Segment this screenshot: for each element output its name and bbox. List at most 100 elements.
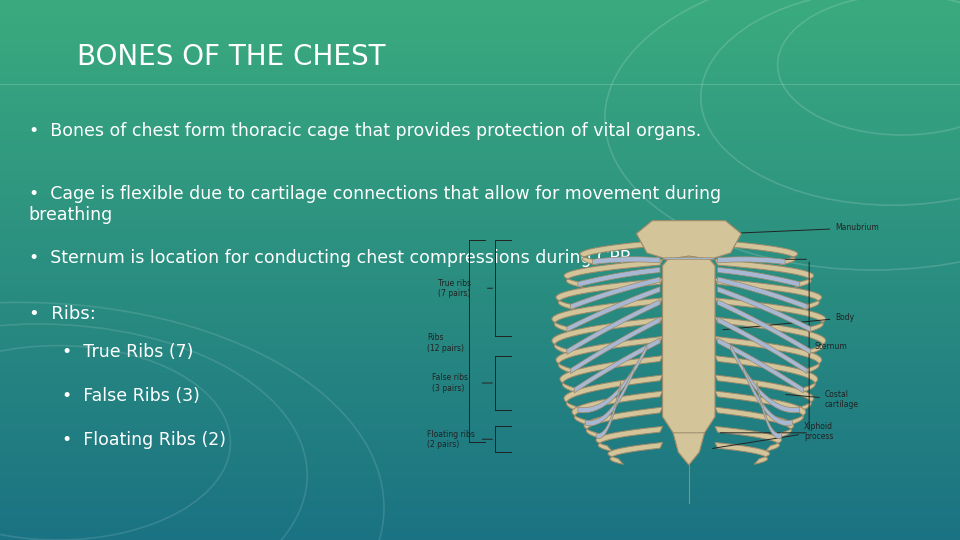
Polygon shape — [564, 259, 662, 288]
Bar — [0, 111, 960, 113]
Bar — [0, 35, 960, 38]
Bar — [0, 329, 960, 332]
Bar — [0, 378, 960, 381]
Bar — [0, 11, 960, 14]
Bar — [0, 178, 960, 181]
Bar — [0, 526, 960, 529]
Polygon shape — [717, 267, 800, 287]
Bar — [0, 467, 960, 470]
Bar — [0, 327, 960, 329]
Bar — [0, 413, 960, 416]
Bar — [0, 24, 960, 27]
Bar — [0, 14, 960, 16]
Polygon shape — [715, 391, 805, 426]
Bar — [0, 165, 960, 167]
Bar — [0, 143, 960, 146]
Bar — [0, 30, 960, 32]
Polygon shape — [717, 257, 785, 265]
Bar — [0, 238, 960, 240]
Bar — [0, 38, 960, 40]
Bar — [0, 475, 960, 478]
Bar — [0, 27, 960, 30]
Bar — [0, 5, 960, 8]
Bar — [0, 16, 960, 19]
Bar — [0, 456, 960, 459]
Bar — [0, 389, 960, 392]
Bar — [0, 340, 960, 343]
Bar — [0, 308, 960, 310]
Bar — [0, 230, 960, 232]
Bar — [0, 43, 960, 46]
Polygon shape — [731, 345, 800, 413]
Polygon shape — [715, 427, 781, 451]
Polygon shape — [584, 407, 662, 438]
Bar — [0, 470, 960, 472]
Bar — [0, 429, 960, 432]
Polygon shape — [662, 258, 715, 259]
Bar — [0, 410, 960, 413]
Bar — [0, 59, 960, 62]
Polygon shape — [717, 300, 810, 354]
Polygon shape — [715, 375, 814, 413]
Bar — [0, 437, 960, 440]
Bar — [0, 408, 960, 410]
Polygon shape — [596, 427, 662, 451]
Bar — [0, 19, 960, 22]
Bar — [0, 370, 960, 373]
Bar — [0, 454, 960, 456]
Bar — [0, 76, 960, 78]
Bar — [0, 167, 960, 170]
Polygon shape — [552, 298, 662, 333]
Bar — [0, 448, 960, 451]
Bar — [0, 181, 960, 184]
Text: Xiphoid
process: Xiphoid process — [712, 422, 833, 448]
Polygon shape — [715, 279, 822, 310]
Bar — [0, 435, 960, 437]
Bar — [0, 124, 960, 127]
Polygon shape — [608, 442, 662, 464]
Bar — [0, 383, 960, 386]
Bar — [0, 289, 960, 292]
Polygon shape — [636, 221, 741, 259]
Bar — [0, 273, 960, 275]
Bar — [0, 122, 960, 124]
Bar — [0, 294, 960, 297]
Bar — [0, 375, 960, 378]
Bar — [0, 524, 960, 526]
Bar — [0, 502, 960, 505]
Bar — [0, 346, 960, 348]
Bar — [0, 305, 960, 308]
Polygon shape — [662, 256, 715, 436]
Polygon shape — [717, 338, 804, 393]
Polygon shape — [592, 257, 660, 265]
Polygon shape — [715, 336, 822, 374]
Bar — [0, 197, 960, 200]
Text: •  Cage is flexible due to cartilage connections that allow for movement during
: • Cage is flexible due to cartilage conn… — [29, 185, 721, 224]
Bar — [0, 108, 960, 111]
Polygon shape — [673, 433, 705, 465]
Bar — [0, 286, 960, 289]
Polygon shape — [715, 259, 814, 288]
Bar — [0, 532, 960, 535]
Bar — [0, 472, 960, 475]
Bar — [0, 348, 960, 351]
Bar — [0, 351, 960, 354]
Polygon shape — [662, 256, 715, 436]
Bar — [0, 516, 960, 518]
Bar — [0, 200, 960, 202]
Bar — [0, 113, 960, 116]
Bar — [0, 462, 960, 464]
Bar — [0, 321, 960, 324]
Bar — [0, 219, 960, 221]
Bar — [0, 275, 960, 278]
Polygon shape — [673, 433, 705, 465]
Bar — [0, 440, 960, 443]
Bar — [0, 281, 960, 284]
Bar — [0, 227, 960, 229]
Bar — [0, 267, 960, 270]
Bar — [0, 243, 960, 246]
Bar — [0, 278, 960, 281]
Bar — [0, 483, 960, 486]
Text: Body: Body — [723, 313, 854, 330]
Bar — [0, 103, 960, 105]
